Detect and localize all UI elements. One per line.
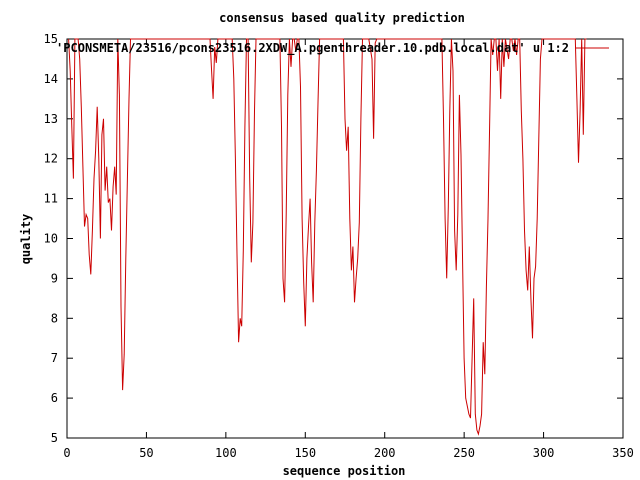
- x-tick-label: 50: [139, 446, 153, 460]
- y-tick-label: 8: [51, 311, 58, 325]
- x-tick-label: 150: [294, 446, 316, 460]
- x-tick-label: 100: [215, 446, 237, 460]
- y-tick-label: 11: [44, 192, 58, 206]
- y-tick-label: 14: [44, 72, 58, 86]
- y-tick-label: 6: [51, 391, 58, 405]
- x-tick-label: 350: [612, 446, 634, 460]
- chart-title: consensus based quality prediction: [219, 11, 465, 25]
- y-tick-label: 13: [44, 112, 58, 126]
- y-tick-label: 9: [51, 271, 58, 285]
- y-tick-label: 7: [51, 351, 58, 365]
- x-axis-ticks: 0 50 100 150 200 250 300 350: [63, 39, 634, 460]
- y-tick-label: 12: [44, 152, 58, 166]
- x-axis-label: sequence position: [283, 464, 406, 478]
- y-tick-label: 10: [44, 232, 58, 246]
- legend-label: 'PCONSMETA/23516/pcons23516.2XDW_A.pgent…: [56, 41, 569, 56]
- y-axis-ticks: 5 6 7 8 9 10 11 12 13 14 15: [44, 32, 623, 445]
- y-tick-label: 5: [51, 431, 58, 445]
- x-tick-label: 200: [374, 446, 396, 460]
- x-tick-label: 250: [453, 446, 475, 460]
- x-tick-label: 0: [63, 446, 70, 460]
- legend: 'PCONSMETA/23516/pcons23516.2XDW_A.pgent…: [56, 41, 609, 56]
- series-line: [68, 38, 587, 436]
- x-tick-label: 300: [533, 446, 555, 460]
- series-group: [68, 38, 587, 436]
- y-axis-label: quality: [19, 214, 33, 265]
- y-tick-label: 15: [44, 32, 58, 46]
